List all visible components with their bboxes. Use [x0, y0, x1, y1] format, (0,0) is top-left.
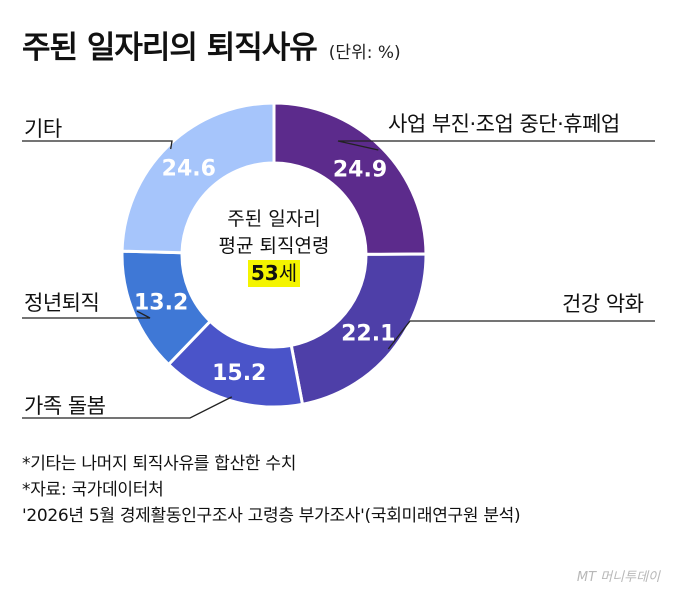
slice-business — [272, 101, 428, 256]
value-label-health: 22.1 — [341, 321, 395, 346]
age-suffix: 세 — [278, 261, 298, 285]
title-row: 주된 일자리의 퇴직사유 (단위: %) — [22, 22, 401, 67]
value-label-other: 24.6 — [162, 157, 216, 182]
category-label-other: 기타 — [24, 117, 62, 141]
value-label-business: 24.9 — [333, 157, 387, 182]
age-badge: 53세 — [247, 260, 301, 287]
leader-line-retirement — [22, 310, 151, 319]
category-label-business: 사업 부진·조업 중단·휴폐업 — [388, 112, 620, 136]
category-label-family: 가족 돌봄 — [24, 394, 106, 418]
leader-line-health — [387, 320, 655, 350]
leader-line-family — [22, 396, 233, 419]
unit-note: (단위: %) — [328, 43, 401, 63]
age-value: 53 — [250, 261, 279, 285]
slice-other — [120, 101, 276, 255]
leader-line-business — [337, 140, 655, 151]
slice-health — [289, 252, 428, 407]
chart-title: 주된 일자리의 퇴직사유 — [22, 30, 318, 66]
category-label-health: 건강 악화 — [562, 292, 644, 316]
footnote-3: '2026년 5월 경제활동인구조사 고령층 부가조사'(국회미래연구원 분석) — [22, 506, 521, 526]
value-label-family: 15.2 — [212, 361, 266, 386]
value-label-retirement: 13.2 — [134, 290, 188, 315]
center-line-2: 평균 퇴직연령 — [218, 235, 330, 257]
leader-line-other — [22, 140, 173, 150]
center-label: 주된 일자리 평균 퇴직연령 53세 — [190, 206, 358, 288]
center-line-1: 주된 일자리 — [227, 208, 321, 230]
footnote-2: *자료: 국가데이터처 — [22, 480, 164, 500]
footnotes: *기타는 나머지 퇴직사유를 합산한 수치 *자료: 국가데이터처 '2026년… — [22, 451, 521, 529]
category-label-retirement: 정년퇴직 — [24, 291, 100, 315]
watermark: MT 머니투데이 — [576, 570, 660, 585]
footnote-1: *기타는 나머지 퇴직사유를 합산한 수치 — [22, 454, 297, 474]
